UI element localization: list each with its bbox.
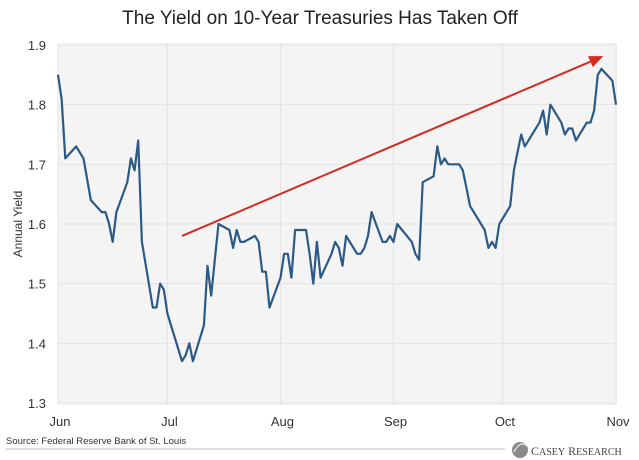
gridlines <box>57 43 617 405</box>
y-tick-label: 1.7 <box>28 157 46 172</box>
x-tick-label: Jul <box>161 414 178 429</box>
y-tick-label: 1.8 <box>28 98 46 113</box>
x-tick-label: Aug <box>271 414 294 429</box>
svg-text:CASEY RESEARCH: CASEY RESEARCH <box>531 444 622 458</box>
y-tick-label: 1.5 <box>28 277 46 292</box>
x-tick-label: Sep <box>384 414 407 429</box>
source-note: Source: Federal Reserve Bank of St. Loui… <box>6 436 186 447</box>
x-tick-label: Nov <box>606 414 630 429</box>
x-tick-label: Jun <box>50 414 71 429</box>
logo-globe-icon <box>512 442 528 458</box>
casey-research-logo: CASEY RESEARCH <box>512 442 622 458</box>
y-tick-label: 1.4 <box>28 336 46 351</box>
y-tick-label: 1.3 <box>28 396 46 411</box>
y-tick-label: 1.9 <box>28 38 46 53</box>
y-tick-label: 1.6 <box>28 217 46 232</box>
x-axis: Jun Jul Aug Sep Oct Nov <box>50 414 631 429</box>
y-axis: 1.3 1.4 1.5 1.6 1.7 1.8 1.9 <box>28 38 46 411</box>
chart-title: The Yield on 10-Year Treasuries Has Take… <box>122 8 518 29</box>
trend-arrow <box>181 56 604 237</box>
y-axis-label: Annual Yield <box>11 191 25 258</box>
series-line <box>56 67 618 363</box>
x-tick-label: Oct <box>495 414 516 429</box>
series-points <box>57 68 617 362</box>
